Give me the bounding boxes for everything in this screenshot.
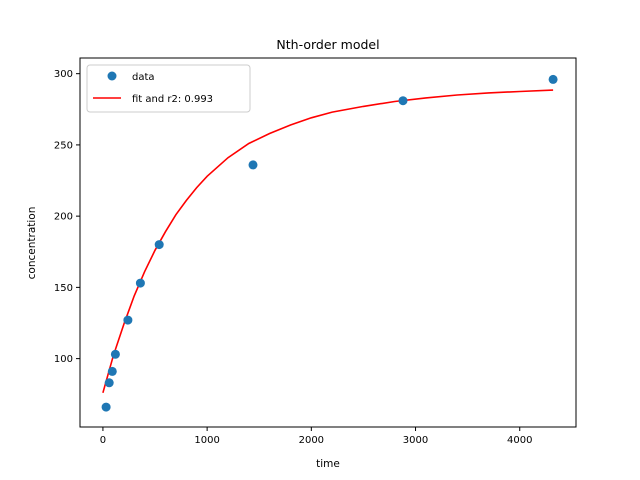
plot-area — [101, 74, 558, 412]
y-tick-label: 300 — [54, 69, 73, 80]
data-point — [548, 74, 558, 84]
x-tick-label: 0 — [100, 435, 106, 446]
data-point — [248, 160, 258, 170]
chart-title: Nth-order model — [276, 37, 379, 52]
data-point — [398, 96, 408, 106]
axes-frame — [79, 57, 577, 428]
legend: data fit and r2: 0.993 — [86, 64, 251, 113]
data-point — [104, 378, 114, 388]
y-tick-label: 150 — [54, 283, 73, 294]
x-tick-label: 4000 — [507, 435, 532, 446]
x-tick-label: 3000 — [403, 435, 428, 446]
y-tick-label: 100 — [54, 354, 73, 365]
x-axis-label: time — [316, 458, 340, 470]
y-tick-label: 200 — [54, 212, 73, 223]
legend-marker-data — [107, 71, 117, 81]
x-tick-label: 1000 — [194, 435, 219, 446]
data-point — [107, 366, 117, 376]
y-tick-label: 250 — [54, 140, 73, 151]
legend-label-data: data — [132, 72, 155, 83]
x-tick-label: 2000 — [299, 435, 324, 446]
data-point — [123, 315, 133, 325]
data-point — [154, 240, 164, 250]
y-axis: 100 150 200 250 300 — [54, 69, 80, 365]
data-point — [101, 402, 111, 412]
y-axis-label: concentration — [26, 207, 38, 280]
data-point — [110, 349, 120, 359]
fit-line — [102, 89, 554, 394]
legend-label-fit: fit and r2: 0.993 — [132, 94, 213, 105]
x-axis: 0 1000 2000 3000 4000 — [100, 427, 532, 446]
data-point — [135, 278, 145, 288]
legend-box — [86, 64, 251, 113]
